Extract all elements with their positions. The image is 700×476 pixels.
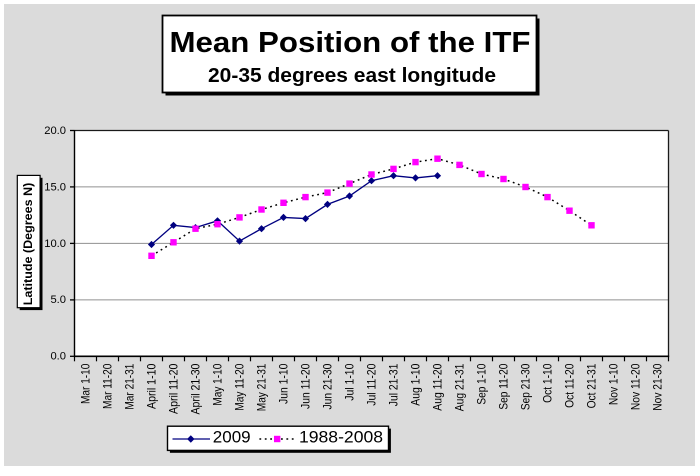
svg-text:Jul 21-31: Jul 21-31 xyxy=(387,363,401,406)
svg-text:0.0: 0.0 xyxy=(50,351,66,363)
svg-text:Jul 1-10: Jul 1-10 xyxy=(343,363,357,400)
svg-text:April 21-30: April 21-30 xyxy=(189,363,203,414)
svg-text:Jun 21-30: Jun 21-30 xyxy=(321,363,335,409)
svg-text:Mar 11-20: Mar 11-20 xyxy=(101,363,115,409)
svg-text:Oct 1-10: Oct 1-10 xyxy=(541,363,555,403)
svg-text:Mar 1-10: Mar 1-10 xyxy=(79,363,93,404)
svg-text:Jul 11-20: Jul 11-20 xyxy=(365,363,379,405)
svg-text:Nov 21-30: Nov 21-30 xyxy=(651,363,665,410)
svg-text:Sep 11-20: Sep 11-20 xyxy=(497,363,511,409)
svg-text:April 1-10: April 1-10 xyxy=(145,363,159,409)
svg-text:May 11-20: May 11-20 xyxy=(233,363,247,410)
svg-text:Aug 21-31: Aug 21-31 xyxy=(453,363,467,411)
svg-text:2009: 2009 xyxy=(213,429,251,447)
svg-text:1988-2008: 1988-2008 xyxy=(299,429,383,447)
svg-text:May 1-10: May 1-10 xyxy=(211,363,225,405)
svg-text:Nov 1-10: Nov 1-10 xyxy=(607,363,621,405)
svg-text:Oct 11-20: Oct 11-20 xyxy=(563,363,577,408)
svg-text:Jun 11-20: Jun 11-20 xyxy=(299,363,313,409)
svg-text:Aug 1-10: Aug 1-10 xyxy=(409,363,423,405)
svg-text:Mean Position of the ITF: Mean Position of the ITF xyxy=(170,27,531,59)
svg-text:10.0: 10.0 xyxy=(44,238,66,250)
svg-text:20-35 degrees east longitude: 20-35 degrees east longitude xyxy=(208,65,496,87)
svg-text:Aug 11-20: Aug 11-20 xyxy=(431,363,445,410)
svg-text:15.0: 15.0 xyxy=(44,181,66,193)
svg-text:April 11-20: April 11-20 xyxy=(167,363,181,414)
svg-text:Sep 21-30: Sep 21-30 xyxy=(519,363,533,410)
svg-text:20.0: 20.0 xyxy=(44,125,66,137)
svg-text:Oct 21-31: Oct 21-31 xyxy=(585,363,599,408)
svg-text:Mar 21-31: Mar 21-31 xyxy=(123,363,137,409)
svg-text:Sep 1-10: Sep 1-10 xyxy=(475,363,489,404)
svg-text:Jun 1-10: Jun 1-10 xyxy=(277,363,291,404)
svg-text:Latitude (Degrees N): Latitude (Degrees N) xyxy=(21,183,35,306)
svg-text:Nov 11-20: Nov 11-20 xyxy=(629,363,643,410)
svg-text:5.0: 5.0 xyxy=(50,294,66,306)
svg-text:May 21-31: May 21-31 xyxy=(255,363,269,411)
